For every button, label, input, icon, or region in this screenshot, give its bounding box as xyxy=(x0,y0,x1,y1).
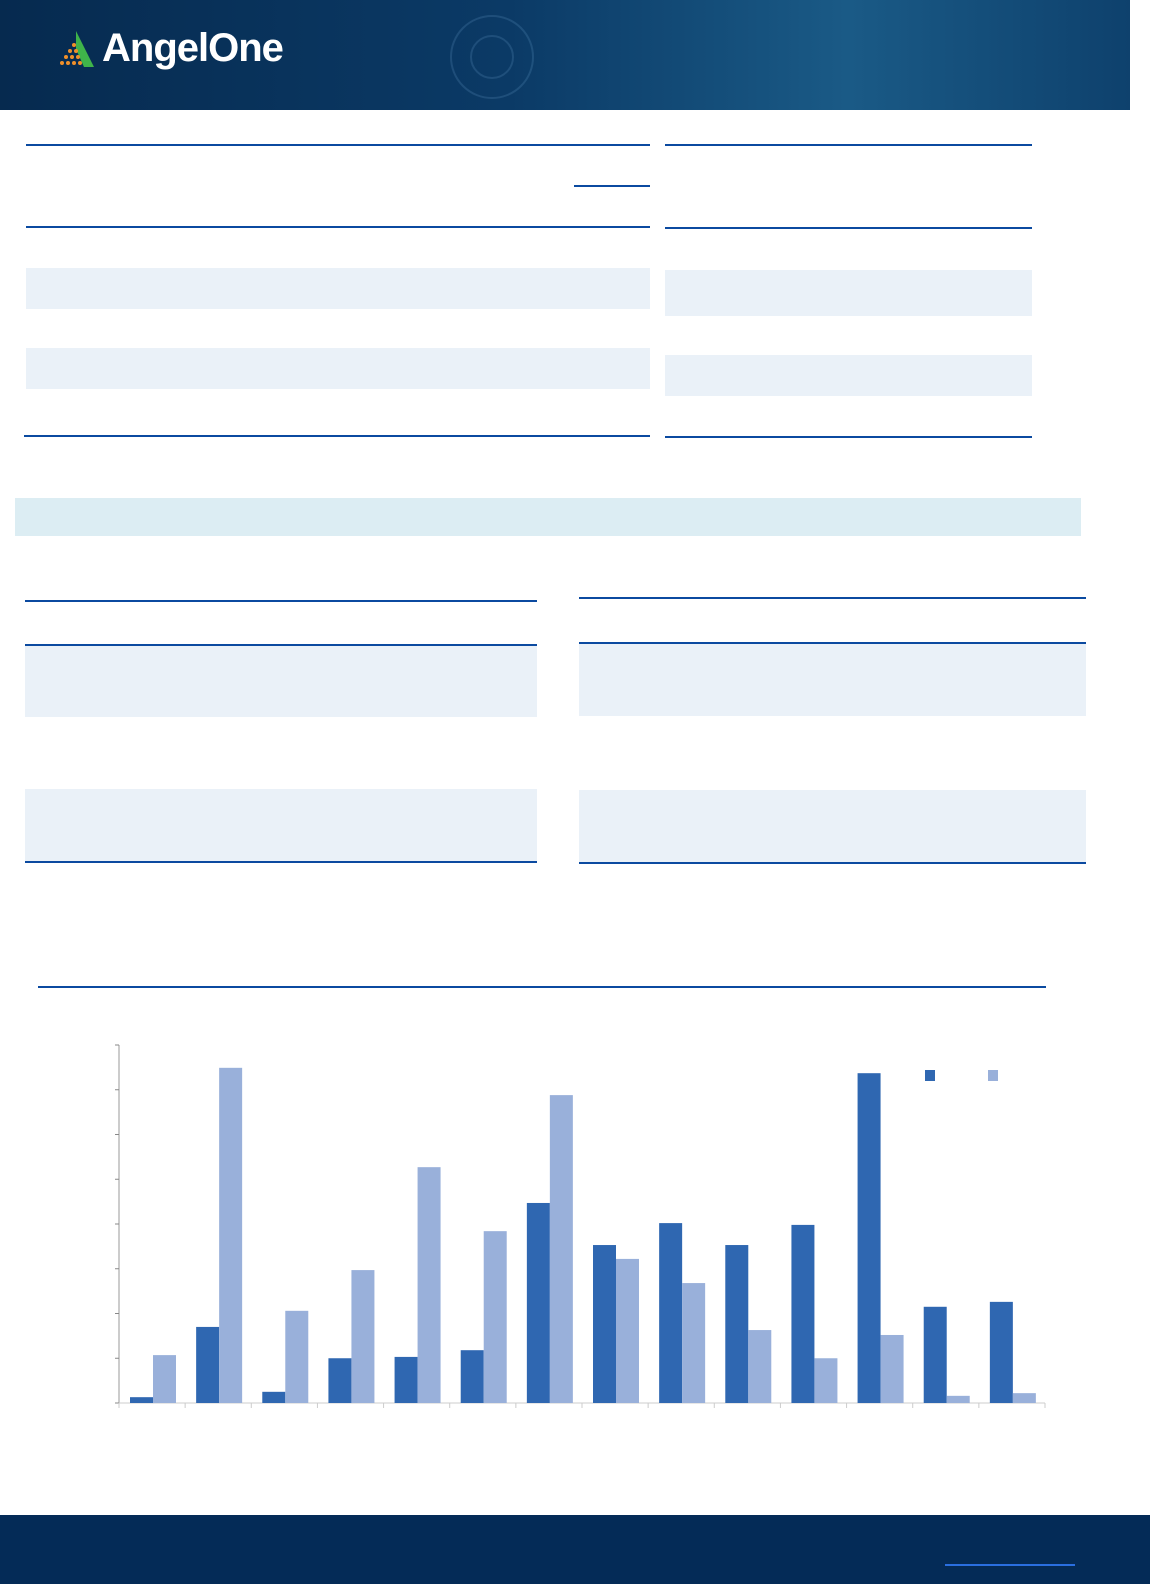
decorative-circle xyxy=(450,15,534,99)
bar-series-1 xyxy=(394,1356,418,1403)
table-rule xyxy=(25,644,537,646)
table-row-shaded xyxy=(579,644,1086,716)
bar-series-2 xyxy=(682,1283,706,1403)
bar-series-2 xyxy=(549,1095,573,1403)
bar-series-1 xyxy=(196,1326,220,1403)
bar-series-2 xyxy=(219,1067,243,1403)
table-rule xyxy=(24,435,650,437)
bar-series-1 xyxy=(460,1350,484,1403)
table-row-shaded xyxy=(26,348,650,389)
bar-series-2 xyxy=(616,1258,639,1403)
legend-swatch-series-1 xyxy=(925,1070,935,1081)
table-row-shaded xyxy=(665,270,1032,316)
table-row-shaded xyxy=(25,646,537,717)
table-rule xyxy=(579,597,1086,599)
bar-series-1 xyxy=(262,1391,286,1403)
table-rule xyxy=(25,861,537,863)
bar-series-1 xyxy=(526,1202,550,1403)
chart-title-rule xyxy=(38,986,1046,988)
table-rule xyxy=(665,227,1032,229)
bar-series-2 xyxy=(417,1167,441,1403)
bar-series-2 xyxy=(946,1395,970,1403)
bar-series-1 xyxy=(857,1073,881,1403)
table-rule xyxy=(665,436,1032,438)
bar-series-1 xyxy=(725,1245,749,1403)
bar-series-2 xyxy=(880,1334,904,1403)
legend-swatch-series-2 xyxy=(988,1070,998,1081)
table-row-shaded xyxy=(665,355,1032,396)
bar-series-1 xyxy=(923,1306,947,1403)
table-row-shaded xyxy=(579,790,1086,862)
table-rule xyxy=(26,226,650,228)
bar-series-2 xyxy=(1012,1393,1036,1403)
bar-series-2 xyxy=(351,1270,375,1403)
bar-series-2 xyxy=(814,1358,838,1403)
bar-series-1 xyxy=(328,1358,352,1403)
bar-series-2 xyxy=(153,1355,176,1403)
table-rule xyxy=(25,600,537,602)
bar-series-2 xyxy=(483,1231,507,1403)
table-rule xyxy=(26,144,650,146)
bar-chart xyxy=(115,1044,1046,1408)
bar-series-2 xyxy=(285,1310,309,1403)
bar-series-1 xyxy=(791,1224,815,1403)
bar-series-2 xyxy=(748,1330,772,1403)
angel-one-logo[interactable]: AngelOne xyxy=(54,26,284,71)
bar-series-1 xyxy=(989,1301,1013,1403)
bar-series-1 xyxy=(659,1223,683,1403)
table-rule xyxy=(579,642,1086,644)
table-rule xyxy=(574,185,650,187)
bar-series-1 xyxy=(130,1397,153,1403)
table-row-shaded xyxy=(26,268,650,309)
table-rule xyxy=(665,144,1032,146)
footer-bar xyxy=(0,1515,1150,1584)
decorative-circle xyxy=(470,35,514,79)
table-rule xyxy=(579,862,1086,864)
bar-series-1 xyxy=(593,1245,616,1403)
header-banner: AngelOne xyxy=(0,0,1130,110)
footer-link[interactable] xyxy=(945,1564,1075,1566)
logo-mark-icon xyxy=(60,30,94,67)
section-banner xyxy=(15,498,1081,536)
logo-text: AngelOne xyxy=(102,26,284,70)
table-row-shaded xyxy=(25,789,537,861)
